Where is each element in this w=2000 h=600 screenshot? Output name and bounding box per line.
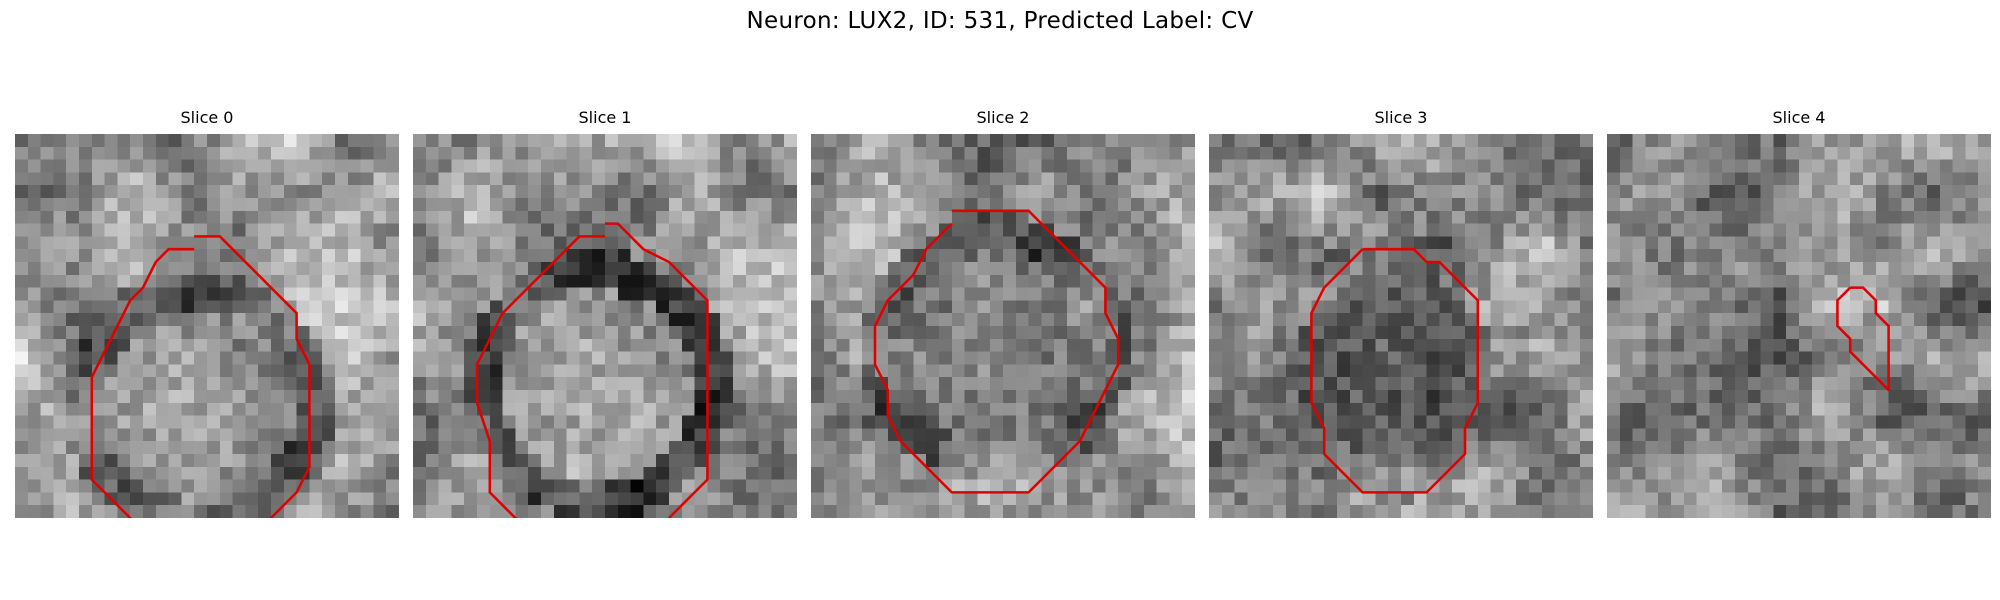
pixel-grid	[413, 134, 797, 518]
slice-image	[1209, 134, 1593, 518]
slice-title: Slice 1	[413, 108, 797, 127]
slice-title: Slice 0	[15, 108, 399, 127]
figure-title: Neuron: LUX2, ID: 531, Predicted Label: …	[0, 8, 2000, 34]
slice-image	[15, 134, 399, 518]
slice-title: Slice 3	[1209, 108, 1593, 127]
pixel-grid	[15, 134, 399, 518]
slice-title: Slice 2	[811, 108, 1195, 127]
pixel-grid	[1209, 134, 1593, 518]
pixel-grid	[1607, 134, 1991, 518]
slice-title: Slice 4	[1607, 108, 1991, 127]
pixel-grid	[811, 134, 1195, 518]
slice-image	[1607, 134, 1991, 518]
slice-image	[811, 134, 1195, 518]
slice-image	[413, 134, 797, 518]
